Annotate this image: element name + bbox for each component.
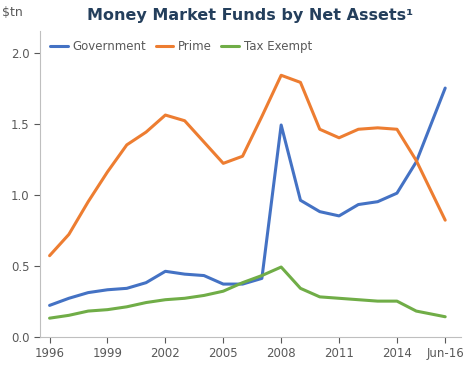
Tax Exempt (182, 296, 187, 301)
Tax Exempt (201, 293, 207, 298)
Government (105, 288, 110, 292)
Government (356, 202, 361, 207)
Tax Exempt (336, 296, 342, 301)
Text: $tn: $tn (2, 6, 23, 19)
Prime (47, 254, 53, 258)
Tax Exempt (85, 309, 91, 313)
Prime (413, 158, 419, 163)
Prime (240, 154, 245, 159)
Tax Exempt (259, 273, 265, 278)
Prime (394, 127, 400, 131)
Government (442, 86, 448, 90)
Tax Exempt (47, 316, 53, 320)
Government (163, 269, 168, 273)
Legend: Government, Prime, Tax Exempt: Government, Prime, Tax Exempt (50, 40, 312, 53)
Government (259, 276, 265, 281)
Government (240, 282, 245, 286)
Prime (375, 126, 380, 130)
Tax Exempt (413, 309, 419, 313)
Prime (66, 232, 72, 237)
Prime (105, 170, 110, 174)
Line: Prime: Prime (50, 75, 445, 256)
Line: Government: Government (50, 88, 445, 305)
Government (413, 160, 419, 164)
Tax Exempt (66, 313, 72, 317)
Tax Exempt (105, 308, 110, 312)
Prime (124, 143, 130, 147)
Prime (163, 113, 168, 117)
Title: Money Market Funds by Net Assets¹: Money Market Funds by Net Assets¹ (87, 8, 413, 23)
Line: Tax Exempt: Tax Exempt (50, 267, 445, 318)
Tax Exempt (163, 298, 168, 302)
Government (201, 273, 207, 278)
Government (85, 290, 91, 295)
Government (336, 214, 342, 218)
Prime (278, 73, 284, 77)
Prime (317, 127, 323, 131)
Prime (182, 119, 187, 123)
Tax Exempt (278, 265, 284, 269)
Tax Exempt (375, 299, 380, 304)
Tax Exempt (240, 280, 245, 285)
Tax Exempt (143, 300, 149, 305)
Tax Exempt (317, 295, 323, 299)
Prime (143, 130, 149, 134)
Government (143, 280, 149, 285)
Prime (298, 80, 303, 84)
Prime (356, 127, 361, 131)
Tax Exempt (298, 286, 303, 291)
Government (220, 282, 226, 286)
Government (182, 272, 187, 276)
Government (278, 123, 284, 127)
Government (124, 286, 130, 291)
Prime (442, 218, 448, 222)
Government (47, 303, 53, 308)
Prime (85, 200, 91, 204)
Government (375, 200, 380, 204)
Tax Exempt (394, 299, 400, 304)
Tax Exempt (356, 298, 361, 302)
Government (317, 210, 323, 214)
Government (298, 198, 303, 203)
Prime (201, 140, 207, 144)
Government (66, 296, 72, 301)
Prime (336, 135, 342, 140)
Tax Exempt (124, 305, 130, 309)
Government (394, 191, 400, 195)
Prime (220, 161, 226, 166)
Tax Exempt (220, 289, 226, 293)
Prime (259, 114, 265, 119)
Tax Exempt (442, 315, 448, 319)
